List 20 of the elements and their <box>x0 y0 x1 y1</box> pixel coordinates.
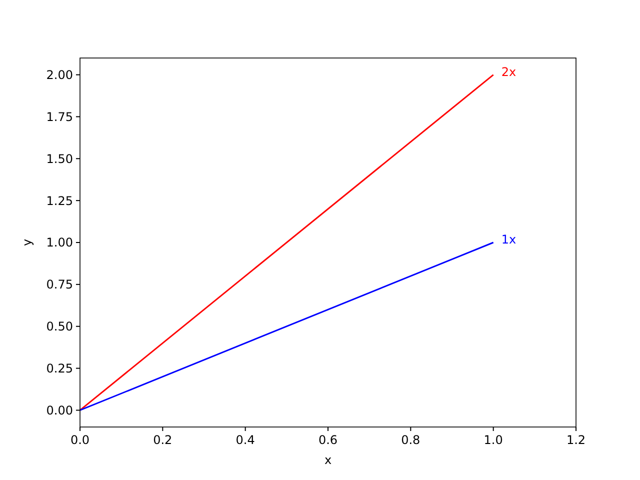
y-tick-label: 1.50 <box>46 152 73 166</box>
x-tick-label: 0.6 <box>318 433 338 447</box>
y-tick-label: 2.00 <box>46 68 73 82</box>
series-label: 2x <box>501 64 516 79</box>
y-tick-label: 1.75 <box>46 110 73 124</box>
x-tick-label: 1.0 <box>484 433 503 447</box>
x-tick-label: 0.2 <box>153 433 172 447</box>
y-tick-label: 1.25 <box>46 194 73 208</box>
y-tick-label: 0.25 <box>46 361 73 376</box>
y-tick-label: 0.75 <box>46 278 73 292</box>
x-axis-title: x <box>324 453 332 467</box>
y-tick-label: 0.00 <box>46 403 73 418</box>
y-tick-label: 0.50 <box>46 320 73 334</box>
x-tick-label: 0.0 <box>70 433 90 447</box>
y-axis-title: y <box>20 238 34 246</box>
series-label: 1x <box>501 232 516 247</box>
x-tick-label: 0.8 <box>401 433 420 447</box>
x-tick-label: 0.4 <box>236 433 255 447</box>
x-tick-label: 1.2 <box>566 433 586 447</box>
y-tick-label: 1.00 <box>46 236 73 250</box>
